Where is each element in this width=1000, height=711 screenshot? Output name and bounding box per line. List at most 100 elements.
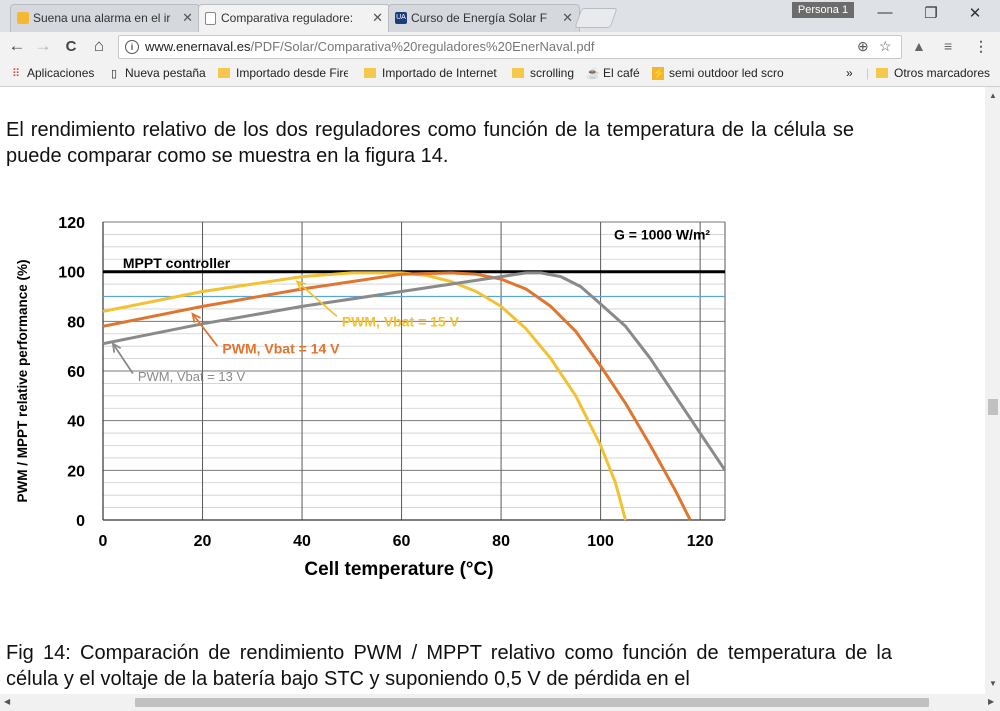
document-favicon-icon [205,12,216,25]
bookmarks-bar: ⠿ Aplicaciones ▯ Nueva pestaña Importado d… [0,62,1000,87]
x-tick-label: 100 [587,533,614,550]
scroll-left-icon[interactable]: ◀ [4,697,11,706]
figure-14-chart: MPPT controller PWM, Vbat = 15 V PWM, Vbat… [0,207,760,602]
bookmark-ie-folder[interactable]: Importado de Internet [364,66,498,80]
tab-strip: Suena una alarma en el ir ✕ Comparativa … [0,0,1000,32]
tab-curso[interactable]: UA Curso de Energía Solar F ✕ [388,4,580,32]
reader-icon[interactable]: ≡ [944,38,953,54]
horizontal-scrollbar[interactable]: ◀ ▶ [0,694,1000,711]
body-paragraph: El rendimiento relativo de los dos regul… [6,119,854,167]
annotation-arrow-v13 [112,343,134,374]
zoom-icon[interactable]: ⊕ [857,38,869,54]
back-icon[interactable]: ← [8,36,26,55]
x-tick-label: 80 [492,533,510,550]
series-label-v15: PWM, Vbat = 15 V [342,313,460,329]
restore-icon[interactable]: ❐ [924,5,938,22]
x-tick-label: 20 [194,533,212,550]
y-tick-label: 100 [58,265,85,282]
bookmark-firefox-folder[interactable]: Importado desde Firef [218,66,348,80]
pdf-viewport[interactable]: El rendimiento relativo de los dos regul… [0,87,985,694]
y-tick-label: 0 [76,513,85,530]
profile-button[interactable]: Persona 1 [792,2,854,18]
annotation-arrow-v14 [191,313,219,347]
y-tick-label: 80 [67,314,85,331]
y-tick-label: 20 [67,463,85,480]
tab-close-icon[interactable]: ✕ [562,10,573,25]
page-top-fragment [0,87,985,89]
page-icon: ▯ [110,68,118,80]
tab-label: Comparativa reguladore: [221,11,354,25]
y-axis-title: PWM / MPPT relative performance (%) [15,259,30,502]
bookmark-label: Aplicaciones [27,66,95,80]
apps-icon: ⠿ [11,68,21,80]
folder-icon [876,68,888,78]
annotation-arrow-v15 [296,280,338,318]
bookmark-label: semi outdoor led scro [669,66,784,80]
scroll-right-icon[interactable]: ▶ [988,697,995,706]
vertical-scroll-thumb[interactable] [988,399,998,415]
info-icon[interactable]: i [125,40,139,54]
bookmarks-overflow-button[interactable]: » [846,66,853,80]
y-tick-label: 40 [67,414,85,431]
y-tick-label: 120 [58,215,85,232]
x-tick-label: 40 [293,533,311,550]
tab-label: Curso de Energía Solar F [411,11,548,25]
series-label-v13: PWM, Vbat = 13 V [138,369,246,384]
coffee-icon: ☕ [586,68,600,80]
x-tick-label: 60 [393,533,411,550]
ua-favicon-icon: UA [395,12,407,24]
x-tick-label: 120 [687,533,714,550]
series-label-mppt: MPPT controller [123,255,231,271]
bookmark-label: Nueva pestaña [125,66,206,80]
bookmark-el-cafe[interactable]: ☕ El café [586,66,640,80]
folder-icon [512,68,524,78]
bookmark-scrolling-folder[interactable]: scrolling [512,66,574,80]
tab-close-icon[interactable]: ✕ [372,10,383,25]
scroll-up-icon[interactable]: ▲ [989,91,997,100]
tab-label: Suena una alarma en el ir [33,11,171,25]
folder-icon [364,68,376,78]
tab-alarm[interactable]: Suena una alarma en el ir ✕ [10,4,200,32]
star-icon[interactable]: ☆ [879,38,892,54]
bookmark-semi-outdoor[interactable]: ⚡ semi outdoor led scro [652,66,792,80]
bookmark-new-tab[interactable]: ▯ Nueva pestaña [108,66,206,80]
figure-caption: Fig 14: Comparación de rendimiento PWM /… [6,642,892,690]
bookmark-label: scrolling [530,66,575,80]
chart-annotation: G = 1000 W/m² [614,226,710,242]
bookmark-label: Importado de Internet [382,66,497,80]
new-tab-button[interactable] [574,8,618,28]
annotation-arrowhead-v13 [111,341,122,353]
annotation-arrowhead-v14 [191,312,202,323]
horizontal-scroll-thumb[interactable] [135,698,929,707]
bookmarks-separator: | [866,66,870,80]
forward-icon[interactable]: → [34,36,52,55]
menu-icon[interactable]: ⋮ [974,38,988,54]
series-label-v14: PWM, Vbat = 14 V [222,341,340,357]
tab-comparativa[interactable]: Comparativa reguladore: ✕ [198,4,390,32]
bookmark-label: El café [603,66,640,80]
home-icon[interactable]: ⌂ [93,36,105,55]
bookmark-other-folder[interactable]: Otros marcadores [876,66,990,80]
close-window-icon[interactable]: ✕ [968,5,982,22]
reload-icon[interactable]: C [65,38,77,55]
scroll-down-icon[interactable]: ▼ [989,679,997,688]
annotation-arrowhead-v15 [295,280,306,291]
vertical-scrollbar[interactable]: ▲ ▼ [985,87,1000,694]
tab-close-icon[interactable]: ✕ [182,10,193,25]
bookmark-apps[interactable]: ⠿ Aplicaciones [10,66,94,80]
extension-icon[interactable]: ▲ [912,38,926,54]
bookmark-label: Importado desde Firef [236,66,348,80]
minimize-icon[interactable]: — [877,4,893,21]
series-line-v15 [102,271,627,521]
y-tick-label: 60 [67,364,85,381]
alarm-favicon-icon [17,12,29,24]
browser-toolbar: ← → C ⌂ i www.enernaval.es/PDF/Solar/Com… [0,32,1000,62]
x-axis-title: Cell temperature (°C) [304,559,493,580]
address-bar[interactable]: i www.enernaval.es/PDF/Solar/Comparativa… [118,35,902,59]
url-path: /PDF/Solar/Comparativa%20reguladores%20E… [250,39,595,54]
url-host: www.enernaval.es [145,39,251,54]
series-line-v13 [102,271,727,472]
bookmark-label: Otros marcadores [894,66,991,80]
folder-icon [218,68,230,78]
